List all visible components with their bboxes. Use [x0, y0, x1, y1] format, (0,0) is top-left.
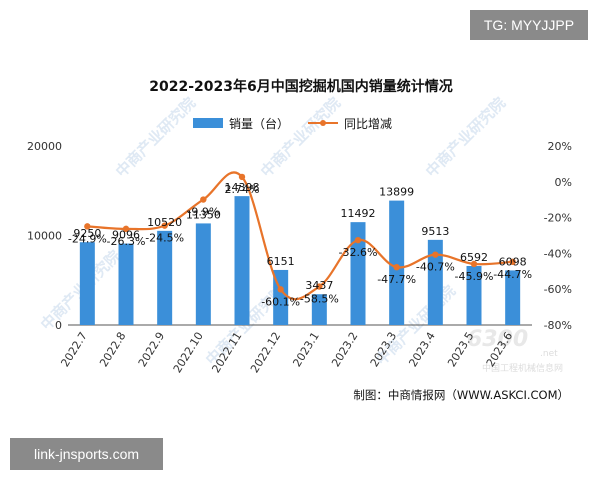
- link-badge: link-jnsports.com: [10, 438, 163, 470]
- yoy-point: [354, 236, 362, 244]
- bar: [311, 294, 327, 325]
- bar-value-label: 10520: [147, 216, 182, 229]
- y-right-tick-label: -20%: [544, 212, 572, 225]
- bar: [350, 222, 366, 325]
- legend: 销量（台） 同比增减: [193, 116, 392, 131]
- yoy-value-label: -47.7%: [377, 273, 416, 286]
- yoy-point: [238, 173, 246, 181]
- line-series: [84, 171, 516, 301]
- yoy-point: [316, 283, 323, 290]
- bar-value-label: 14398: [225, 181, 260, 194]
- watermark-logo: 6300: [467, 327, 528, 352]
- yoy-value-label: -58.5%: [300, 293, 339, 306]
- yoy-value-label: -60.1%: [261, 295, 300, 308]
- bar-value-label: 11492: [341, 207, 376, 220]
- watermark-text: 中商产业研究院: [112, 94, 199, 181]
- bar: [118, 243, 134, 325]
- x-tick-label: 2022.8: [97, 330, 128, 370]
- legend-label-line: 同比增减: [344, 117, 392, 131]
- y-left-tick-label: 20000: [27, 140, 62, 153]
- watermark-text: 中商产业研究院: [257, 94, 344, 181]
- x-tick-label: 2023.1: [290, 330, 321, 370]
- x-tick-label: 2022.10: [171, 330, 206, 375]
- yoy-value-label: -45.9%: [455, 270, 494, 283]
- yoy-value-label: -9.9%: [187, 206, 219, 219]
- yoy-point: [277, 286, 284, 293]
- yoy-value-label: -40.7%: [416, 261, 455, 274]
- yoy-value-label: -24.5%: [145, 232, 184, 245]
- legend-swatch-bar: [193, 118, 223, 128]
- bar-value-label: 9513: [421, 225, 449, 238]
- yoy-point: [432, 251, 439, 258]
- x-tick-label: 2022.7: [58, 330, 89, 370]
- bar: [427, 239, 443, 325]
- y-right-tick-label: -60%: [544, 283, 572, 296]
- source-note: 制图：中商情报网（WWW.ASKCI.COM）: [353, 388, 569, 402]
- bar: [195, 223, 211, 325]
- bar: [79, 242, 95, 325]
- bar-value-label: 13899: [379, 186, 414, 199]
- bar-value-label: 9250: [73, 227, 101, 240]
- yoy-value-label: -44.7%: [493, 268, 532, 281]
- x-tick-label: 2022.9: [136, 330, 167, 370]
- yoy-value-label: 2.74%: [225, 183, 260, 196]
- yoy-point: [122, 225, 130, 233]
- bar-value-label: 9096: [112, 229, 140, 242]
- yoy-value-label: -32.6%: [339, 246, 378, 259]
- y-right-tick-label: 20%: [548, 140, 572, 153]
- chart-title: 2022-2023年6月中国挖掘机国内销量统计情况: [149, 78, 452, 95]
- yoy-point: [470, 260, 478, 268]
- y-left-tick-label: 10000: [27, 230, 62, 243]
- bar-value-label: 11350: [186, 208, 221, 221]
- y-right-tick-label: 0%: [555, 176, 572, 189]
- chart-card: 中商产业研究院 中商产业研究院 中商产业研究院 中商产业研究院 中商产业研究院 …: [12, 66, 590, 412]
- tg-badge: TG: MYYJJPP: [470, 10, 588, 40]
- yoy-value-label: -26.3%: [107, 235, 146, 248]
- bar-value-label: 6592: [460, 251, 488, 264]
- bar-value-label: 3437: [305, 279, 333, 292]
- x-tick-label: 2022.12: [248, 330, 283, 375]
- bar: [234, 196, 250, 325]
- yoy-point: [161, 222, 168, 229]
- watermark-logo-suffix: .net: [540, 349, 558, 359]
- legend-swatch-marker: [320, 120, 326, 126]
- y-left-tick-label: 0: [55, 319, 62, 332]
- yoy-point: [200, 196, 207, 203]
- watermark-text: 中商产业研究院: [422, 94, 509, 181]
- legend-label-bar: 销量（台）: [229, 116, 289, 131]
- bar-value-label: 6098: [499, 255, 527, 268]
- bar: [466, 266, 482, 325]
- yoy-point: [393, 263, 400, 271]
- bar: [389, 200, 405, 325]
- bar: [157, 230, 173, 325]
- y-right-tick-label: -40%: [544, 247, 572, 260]
- y-right-tick-label: -80%: [544, 319, 572, 332]
- yoy-value-label: -24.9%: [68, 232, 107, 245]
- bar-value-label: 6151: [267, 255, 295, 268]
- yoy-point: [509, 258, 516, 266]
- watermark-caption: 中国工程机械信息网: [482, 362, 563, 374]
- yoy-point: [84, 223, 91, 230]
- bar: [505, 270, 521, 325]
- data-labels: 9250 9096 10520 11350 14398 6151 3437 114921389…: [68, 181, 532, 308]
- chart-svg: 中商产业研究院 中商产业研究院 中商产业研究院 中商产业研究院 中商产业研究院 …: [27, 78, 572, 402]
- x-tick-label: 2023.2: [329, 330, 360, 370]
